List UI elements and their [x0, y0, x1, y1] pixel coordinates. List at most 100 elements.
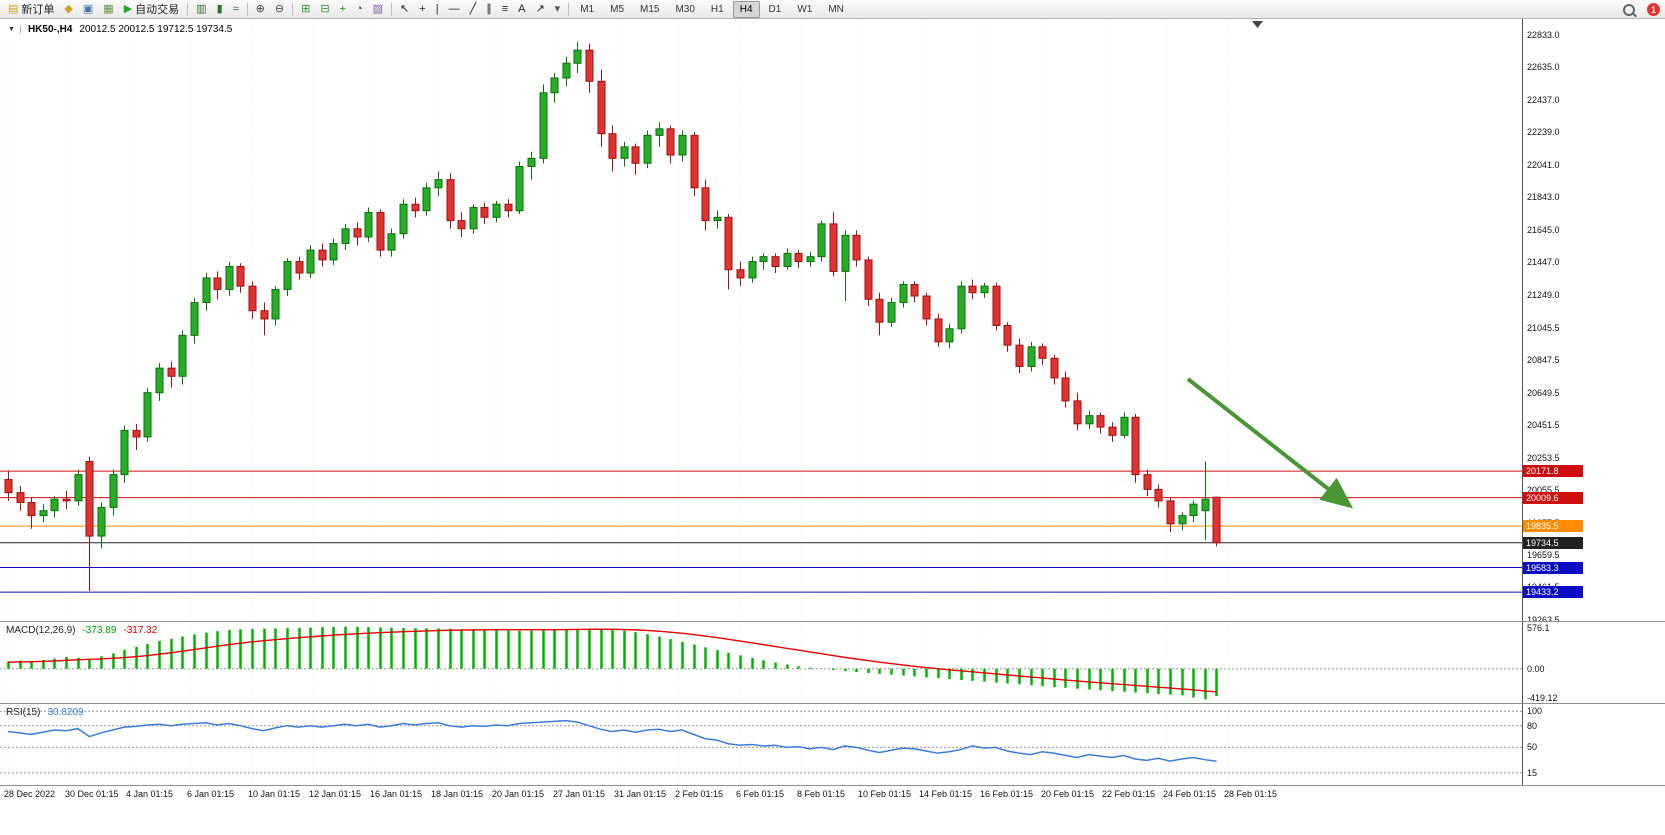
bar-chart-button[interactable]: ▥: [191, 0, 211, 19]
timeframe-h4[interactable]: H4: [732, 0, 760, 18]
candle: [1178, 512, 1187, 531]
candle: [690, 132, 699, 197]
time-axis-label: 22 Feb 01:15: [1102, 789, 1156, 799]
candle: [759, 253, 768, 270]
candle: [446, 173, 455, 229]
profiles-button[interactable]: ▣: [78, 0, 98, 19]
timeframe-m15[interactable]: M15: [640, 3, 660, 15]
price-axis-label: 20253.5: [1527, 452, 1560, 463]
candle: [399, 199, 408, 239]
timeframe-mn[interactable]: MN: [828, 3, 844, 15]
indicators-button[interactable]: +: [335, 0, 351, 19]
arrows-button[interactable]: ↗: [530, 0, 549, 19]
search-button[interactable]: [1618, 0, 1640, 19]
candle: [585, 43, 594, 93]
timeframe-d1[interactable]: D1: [768, 3, 782, 15]
auto-trading-icon: ▶: [123, 2, 133, 15]
candle: [132, 423, 141, 451]
candle: [1027, 341, 1036, 372]
timeframe-m1[interactable]: M1: [580, 3, 595, 15]
candle: [376, 209, 385, 257]
cursor-button[interactable]: ↖: [395, 0, 414, 19]
candle: [980, 282, 989, 298]
toolbar-separator: [187, 2, 189, 16]
collapse-icon[interactable]: ▼: [8, 26, 21, 33]
time-axis-label: 27 Jan 01:15: [553, 789, 606, 799]
text-button[interactable]: A: [513, 0, 530, 19]
templates-icon: ▨: [372, 2, 384, 15]
time-axis-label: 20 Feb 01:15: [1041, 789, 1095, 799]
timeframe-w1[interactable]: W1: [797, 3, 813, 15]
equidistant-channel-icon: ∥: [486, 2, 492, 15]
macd-signal-value: -317.32: [123, 625, 158, 636]
macd-axis: 576.1 0.00 -419.12: [1522, 622, 1665, 703]
candle: [597, 69, 606, 147]
zoom-in-button[interactable]: ⊕: [251, 0, 270, 19]
candle: [713, 210, 722, 229]
candle: [957, 281, 966, 334]
timeframe-m30[interactable]: M30: [675, 3, 695, 15]
candle: [236, 263, 245, 293]
macd-label: MACD(12,26,9): [6, 625, 76, 636]
price-axis-label: 21843.0: [1527, 192, 1560, 203]
shapes-dropdown-button[interactable]: ▾: [550, 0, 566, 19]
charts-window-button[interactable]: ▦: [98, 0, 118, 19]
trendline-icon: ╱: [469, 2, 477, 15]
price-axis-label: 20055.5: [1527, 485, 1560, 496]
candle: [817, 220, 826, 262]
horizontal-line-button[interactable]: —: [444, 0, 465, 19]
crosshair-button[interactable]: +: [414, 0, 430, 19]
horizontal-price-lines[interactable]: [0, 470, 1522, 593]
time-axis-label: 12 Jan 01:15: [309, 789, 362, 799]
auto-arrange-button[interactable]: ⊟: [315, 0, 334, 19]
candle: [271, 286, 280, 326]
candle: [85, 456, 94, 592]
timeframe-m5[interactable]: M5: [610, 3, 625, 15]
candle: [550, 73, 559, 103]
vertical-line-button[interactable]: |: [431, 0, 444, 19]
crosshair-icon: +: [419, 2, 426, 15]
toolbar: ▤ 新订单 ◆ ▣ ▦ ▶ 自动交易 ▥ ▮ ≈ ⊕ ⊖ ⊞ ⊟ + ◔ ▨ ↖ + | — ╱ ∥ ≡ A ↗ ▾ M1…: [0, 0, 1665, 19]
tile-windows-button[interactable]: ⊞: [296, 0, 315, 19]
zoom-out-button[interactable]: ⊖: [270, 0, 289, 19]
auto-trading-button[interactable]: ▶ 自动交易: [119, 0, 184, 19]
candle: [1212, 496, 1221, 547]
symbols-icon: ◆: [64, 2, 73, 15]
trend-arrow-annotation[interactable]: [1186, 377, 1354, 509]
candlestick-chart-button[interactable]: ▮: [212, 0, 228, 19]
bar-chart-icon: ▥: [196, 2, 207, 15]
rsi-axis-label: 50: [1527, 742, 1538, 753]
symbols-button[interactable]: ◆: [59, 0, 77, 19]
time-axis-label: 10 Jan 01:15: [248, 789, 301, 799]
rsi-panel[interactable]: [0, 704, 1522, 785]
chart-shift-marker[interactable]: [1252, 21, 1263, 28]
new-order-button[interactable]: ▤ 新订单: [3, 0, 59, 19]
macd-panel[interactable]: [0, 622, 1522, 703]
line-chart-button[interactable]: ≈: [228, 0, 244, 19]
templates-button[interactable]: ▨: [368, 0, 388, 19]
search-icon: [1623, 3, 1635, 16]
toolbar-separator: [246, 2, 248, 16]
candle: [655, 122, 664, 147]
line-chart-icon: ≈: [232, 2, 239, 15]
main-chart[interactable]: [0, 19, 1522, 621]
candle: [16, 486, 25, 511]
equidistant-channel-button[interactable]: ∥: [481, 0, 497, 19]
timeframe-h1[interactable]: H1: [710, 3, 724, 15]
candle: [864, 256, 873, 306]
period-button[interactable]: ◔: [351, 0, 368, 19]
candle: [643, 130, 652, 169]
candle: [190, 297, 199, 344]
candle: [794, 250, 803, 269]
trendline-button[interactable]: ╱: [465, 0, 482, 19]
auto-arrange-icon: ⊟: [320, 2, 330, 15]
price-line-tag: 20171.8: [1523, 465, 1583, 478]
candle: [260, 302, 269, 336]
horizontal-line-icon: —: [448, 2, 460, 15]
notification-badge[interactable]: 1: [1647, 3, 1660, 16]
toolbar-icon-group: ◆ ▣ ▦: [59, 0, 118, 19]
candle: [143, 387, 152, 442]
fibonacci-button[interactable]: ≡: [497, 0, 513, 19]
candle: [899, 281, 908, 308]
candle: [562, 56, 571, 87]
